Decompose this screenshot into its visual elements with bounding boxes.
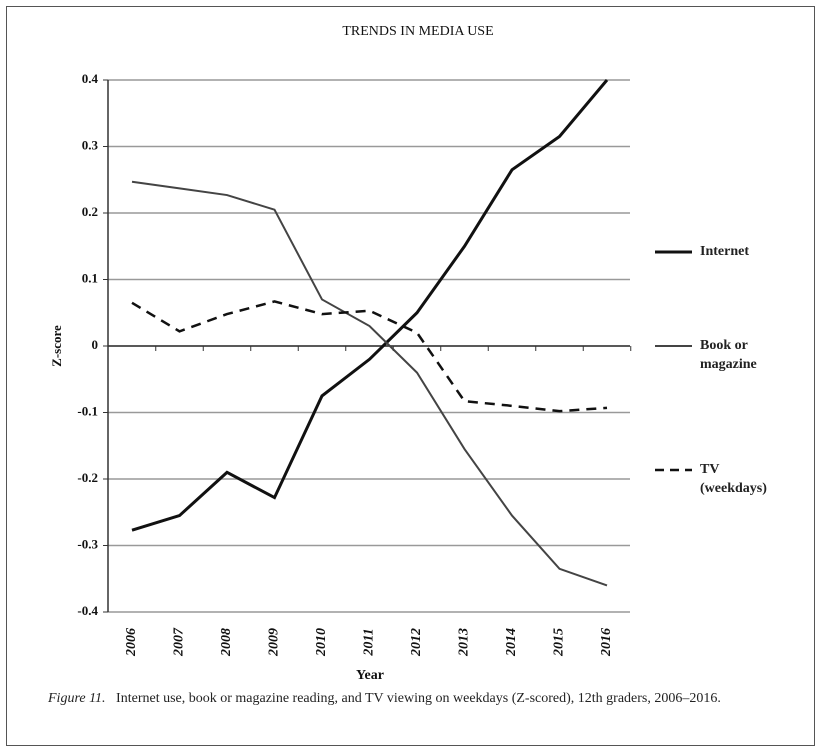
x-axis-label: Year [356, 668, 384, 683]
y-tick-label: -0.3 [77, 536, 98, 551]
x-tick-label: 2009 [267, 628, 282, 657]
series-line [131, 300, 608, 413]
y-tick-label: 0.2 [82, 204, 98, 219]
x-tick-label: 2010 [314, 628, 329, 657]
series-line [131, 180, 608, 587]
caption: Figure 11. Internet use, book or magazin… [48, 689, 788, 709]
y-tick-label: 0.4 [82, 71, 99, 86]
x-tick-label: 2015 [552, 628, 567, 657]
legend-label: TV (weekdays) [700, 462, 767, 496]
figure-label: Figure 11. [48, 691, 106, 706]
x-tick-label: 2012 [409, 628, 424, 657]
y-tick-label: 0.1 [82, 270, 98, 285]
caption-text: Internet use, book or magazine reading, … [116, 691, 721, 706]
legend-label: Book or magazine [700, 338, 757, 372]
y-tick-label: 0.3 [82, 137, 99, 152]
legend-label: Internet [700, 244, 749, 259]
y-tick-label: -0.4 [77, 603, 98, 618]
y-axis-label: Z-score [49, 325, 64, 367]
x-tick-label: 2011 [362, 628, 377, 656]
series-line [131, 79, 609, 532]
x-tick-label: 2016 [599, 628, 614, 657]
x-tick-label: 2013 [457, 628, 472, 657]
y-tick-label: 0 [92, 337, 99, 352]
x-tick-label: 2007 [172, 627, 187, 657]
y-tick-label: -0.2 [77, 470, 98, 485]
y-tick-label: -0.1 [77, 403, 98, 418]
frame [6, 6, 815, 746]
x-tick-label: 2014 [504, 628, 519, 657]
chart-title: TRENDS IN MEDIA USE [342, 24, 493, 39]
x-tick-label: 2006 [124, 628, 139, 657]
x-tick-label: 2008 [219, 628, 234, 657]
